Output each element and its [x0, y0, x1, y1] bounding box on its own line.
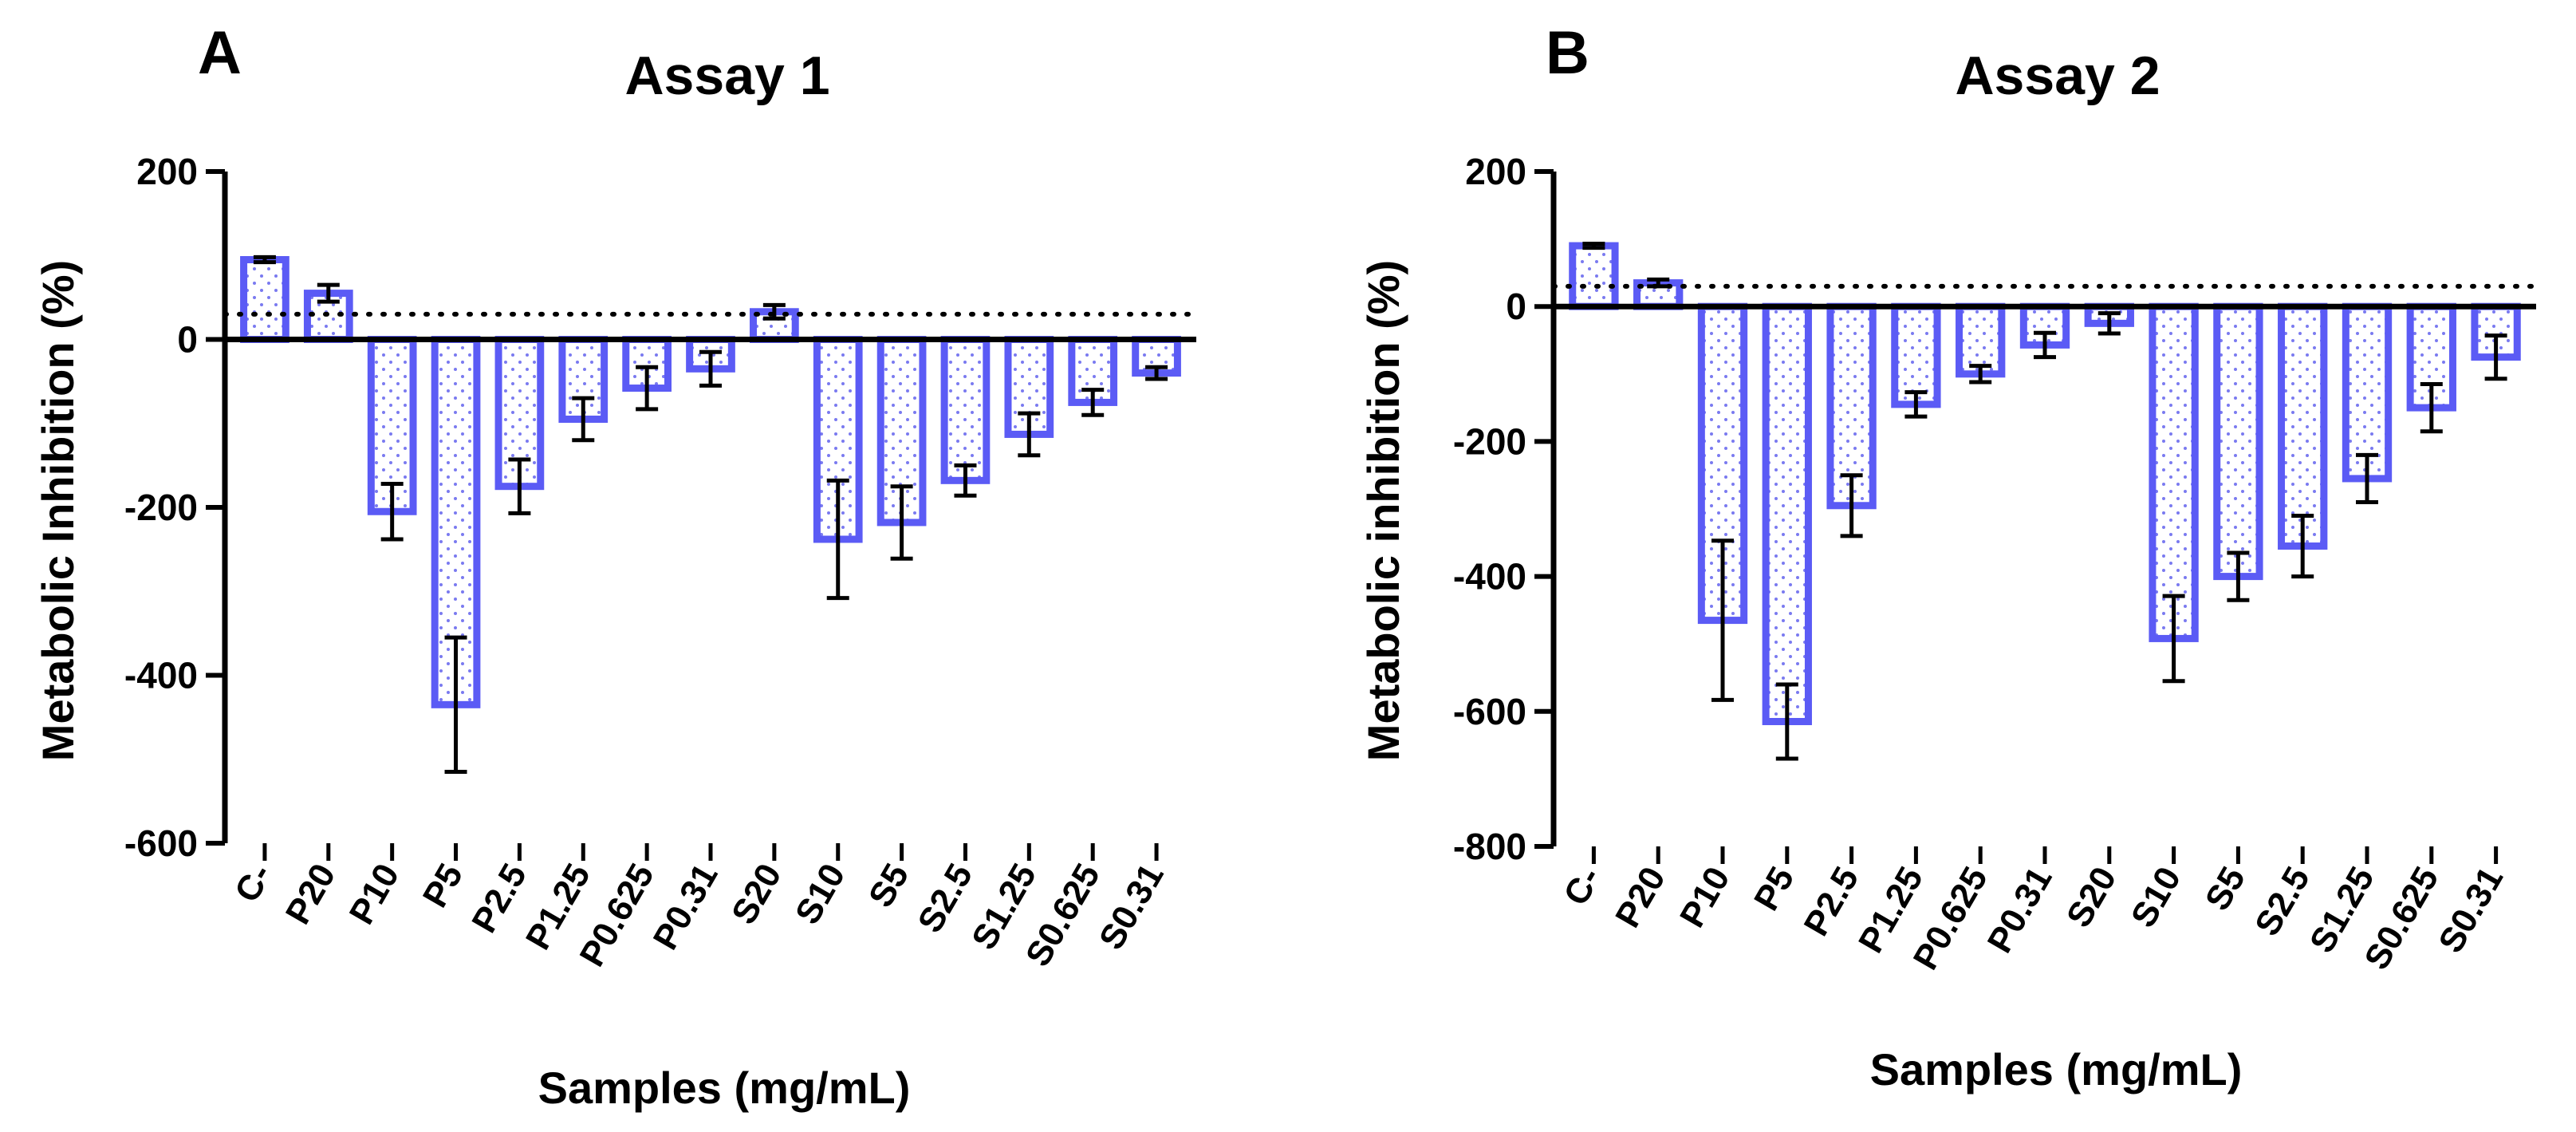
panel-b: B Assay 2 Metabolic inhibition (%) Sampl…: [1358, 19, 2539, 1095]
y-tick-label: -200: [1453, 420, 1526, 462]
x-tick-label: P10: [342, 858, 408, 931]
y-tick-label: 200: [1465, 151, 1526, 192]
bar[interactable]: [240, 256, 290, 344]
error-bar: [1081, 388, 1105, 417]
error-bar: [572, 396, 595, 443]
bar[interactable]: [1569, 242, 1619, 310]
x-tick-label: P20: [278, 858, 344, 931]
error-bar: [253, 254, 276, 265]
error-bar: [2097, 311, 2121, 336]
y-axis-label: Metabolic inhibition (%): [1358, 260, 1408, 761]
error-bar: [1582, 242, 1605, 250]
panel-a: A Assay 1 Metabolic Inhibition (%) Sampl…: [33, 19, 1199, 1113]
chart-title: Assay 2: [1955, 45, 2160, 106]
y-tick-label: -400: [1453, 556, 1526, 598]
error-bar: [317, 282, 340, 304]
error-bar: [762, 302, 786, 321]
error-bar: [1711, 538, 1734, 702]
x-tick-label: P5: [1747, 861, 1802, 917]
x-tick-label: S20: [724, 858, 790, 931]
x-axis-label: Samples (mg/mL): [1870, 1044, 2243, 1095]
error-bar: [2034, 330, 2056, 360]
y-axis-label: Metabolic Inhibition (%): [33, 260, 83, 761]
x-tick-label: C-: [1556, 860, 1609, 912]
x-tick-label: S10: [2124, 861, 2189, 934]
x-axis-label: Samples (mg/mL): [538, 1063, 911, 1113]
y-tick-label: -200: [124, 487, 198, 528]
error-bar: [699, 349, 722, 388]
panel-letter: B: [1546, 19, 1589, 87]
bar[interactable]: [1956, 302, 2006, 378]
error-bar: [1647, 277, 1670, 289]
error-bar: [2162, 594, 2185, 684]
x-tick-label: S5: [2198, 861, 2253, 917]
error-bar: [444, 635, 467, 775]
x-tick-label: S20: [2059, 861, 2125, 934]
y-tick-label: 0: [177, 319, 198, 361]
bar[interactable]: [1762, 302, 1812, 725]
x-tick-label: P0.31: [646, 858, 726, 956]
error-bar: [2484, 333, 2507, 381]
error-bar: [1018, 411, 1041, 458]
y-tick-label: -400: [124, 655, 198, 696]
y-tick-label: 200: [136, 151, 198, 192]
error-bar: [2227, 550, 2250, 602]
bar[interactable]: [2149, 302, 2199, 642]
x-tick-label: P20: [1608, 861, 1673, 934]
error-bar: [2420, 381, 2443, 434]
y-tick-label: -800: [1453, 826, 1526, 867]
panel-letter: A: [198, 19, 242, 87]
error-bar: [1775, 682, 1798, 761]
y-tick-label: 0: [1506, 286, 1526, 327]
x-tick-label: P0.31: [1980, 861, 2060, 960]
error-bar: [2291, 513, 2314, 579]
bar[interactable]: [940, 336, 991, 484]
error-bar: [380, 482, 404, 542]
error-bar: [954, 463, 977, 498]
error-bar: [826, 478, 849, 601]
x-tick-label: C-: [227, 858, 280, 909]
x-tick-label: P10: [1672, 861, 1738, 934]
x-tick-label: S0.31: [2431, 861, 2511, 960]
error-bar: [2356, 452, 2378, 505]
y-tick-label: -600: [124, 822, 198, 864]
error-bar: [1904, 390, 1928, 419]
x-tick-label: P5: [416, 858, 471, 914]
x-tick-label: S5: [861, 858, 916, 914]
error-bar: [1969, 364, 1992, 385]
error-bar: [890, 484, 913, 561]
x-tick-label: S10: [788, 858, 853, 931]
chart-title: Assay 1: [624, 45, 829, 106]
error-bar: [1145, 365, 1168, 381]
bar[interactable]: [2213, 302, 2263, 581]
bar[interactable]: [2342, 302, 2393, 483]
x-tick-label: S0.31: [1092, 858, 1172, 956]
bar[interactable]: [2278, 302, 2328, 550]
error-bar: [508, 457, 531, 515]
bar[interactable]: [1891, 302, 1941, 408]
error-bar: [636, 365, 659, 412]
error-bar: [1840, 473, 1863, 538]
y-tick-label: -600: [1453, 691, 1526, 732]
